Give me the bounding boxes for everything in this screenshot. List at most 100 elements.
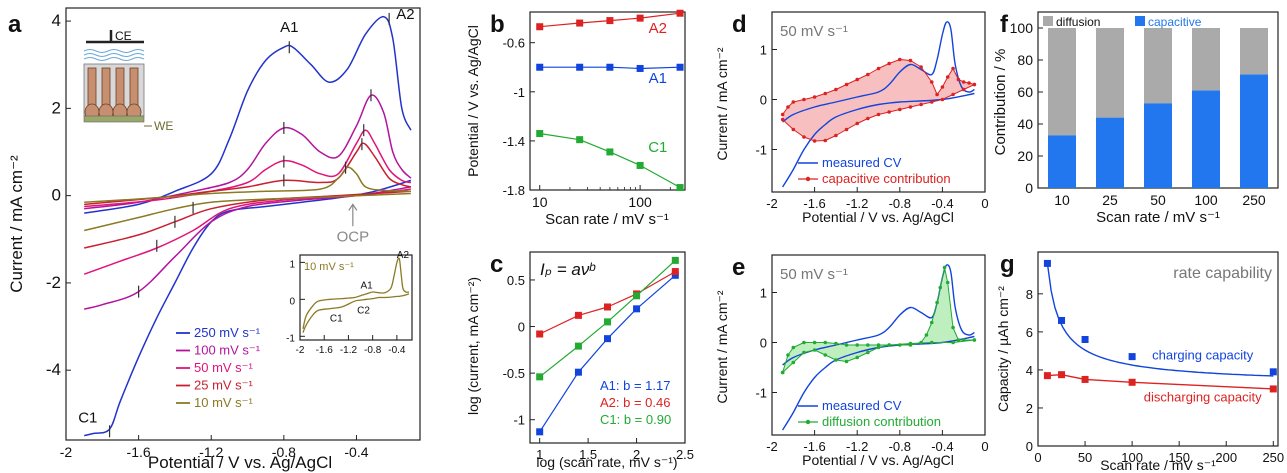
contribution-point [780, 370, 785, 375]
panel-e: -2 -1.6 -1.2 -0.8 -0.4 0 1 0 -1 50 mV s⁻¹ measured… [755, 254, 989, 454]
inset-title: 10 mV s⁻¹ [304, 261, 354, 273]
y-tick-label: 4 [52, 11, 61, 30]
contribution-point [812, 348, 817, 352]
contribution-point [942, 265, 947, 270]
ce-label: CE [115, 29, 132, 43]
legend-label: 250 mV s⁻¹ [194, 325, 261, 340]
series-label: charging capacity [1152, 347, 1254, 362]
ocp-arrow-head [348, 203, 358, 211]
point-discharging [1058, 371, 1066, 379]
legend-label: diffusion contribution [822, 414, 941, 429]
panel-a: -2 -1.6 -1.2 -0.8 -0.4 -4 -2 0 2 4 A1 A2 C1 OCP CE WE 25… [46, 6, 421, 460]
x-tick-label: -2 [60, 444, 73, 460]
point-discharging [1269, 385, 1277, 393]
contribution-point [802, 135, 806, 139]
point-C1 [536, 373, 544, 381]
x-tick-label: -0.4 [344, 444, 368, 460]
bar-diffusion [1144, 28, 1172, 104]
point-charging [1043, 259, 1051, 267]
contribution-point [823, 340, 828, 345]
point-A1 [576, 63, 584, 71]
contribution-point [834, 133, 838, 138]
x-tick-label: -1.6 [803, 439, 825, 454]
legend-label: 10 mV s⁻¹ [194, 395, 254, 410]
trend-discharging [1047, 374, 1274, 390]
panel-letter-a: a [8, 11, 22, 38]
contribution-point [844, 343, 849, 347]
contribution-area [782, 59, 975, 141]
annotation: A1 [280, 19, 298, 36]
x-tick-label: 2.5 [676, 447, 694, 462]
x-tick-label: -0.8 [272, 444, 296, 460]
x-tick-label: -1.2 [846, 439, 868, 454]
contribution-point [972, 338, 977, 342]
panel-letter-c: c [490, 251, 503, 278]
contribution-point [834, 358, 838, 362]
panel-f: 0 20 40 60 80 100 10 25 50 100 250 diffusion capacit… [1010, 11, 1279, 208]
x-tick-label: 150 [1168, 450, 1190, 465]
panel-title: rate capability [1173, 265, 1272, 282]
contribution-point [908, 341, 913, 346]
legend-label: capacitive contribution [822, 171, 951, 186]
y-tick-label: 0 [1025, 180, 1033, 196]
contribution-point [938, 285, 943, 290]
point-A2 [576, 19, 584, 27]
point-discharging [1043, 372, 1051, 380]
cell-schematic-icon: CE WE [83, 29, 173, 133]
inset-label: A1 [360, 280, 373, 291]
pore-wire [115, 67, 125, 109]
x-axis-label: Scan rate / mV s⁻¹ [1100, 457, 1216, 473]
panel-letter-g: g [1000, 251, 1015, 278]
y-tick-label: -1.4 [503, 134, 525, 149]
legend-label: 100 mV s⁻¹ [194, 343, 261, 358]
contribution-point [791, 127, 796, 132]
fit-equation: Iₚ = aνᵇ [540, 260, 596, 279]
trend-charging [1046, 263, 1274, 377]
measured-cv-cathodic [782, 92, 975, 188]
y-axis-label: Current / mA cm⁻² [7, 155, 26, 293]
contribution-point [876, 345, 881, 350]
x-tick-label: 0 [1034, 450, 1041, 465]
point-discharging [1128, 378, 1136, 386]
x-axis-label: Potential / V vs. Ag/AgCl [802, 452, 954, 468]
contribution-point [940, 97, 945, 102]
panel-a-inset: -2 -1.6 -1.2 -0.8 -0.4 -1 0 1 10 mV s⁻¹ A2 A1 C2 C1 [286, 250, 413, 356]
bar-capacitive [1048, 135, 1076, 188]
x-tick-label: -2 [296, 345, 305, 356]
cv-anodic-v10 [84, 166, 411, 203]
x-tick-label: 0 [981, 196, 988, 211]
point-C1 [574, 342, 582, 350]
y-tick-label: 0 [518, 320, 525, 335]
contribution-point [929, 80, 934, 84]
x-tick-label: -1.2 [199, 444, 223, 460]
x-tick-label: -1.2 [340, 345, 358, 356]
y-tick-label: 8 [1026, 287, 1033, 302]
contribution-point [919, 102, 923, 107]
contribution-point [780, 117, 785, 122]
contribution-point [844, 359, 849, 364]
x-tick-label: 0 [981, 439, 988, 454]
contribution-point [812, 139, 817, 143]
panel-b: 10 100 -0.6 -1 -1.4 -1.8 A2 A1 C1 [503, 9, 686, 210]
contribution-point [898, 57, 902, 62]
contribution-point [876, 343, 881, 347]
point-A1 [676, 63, 684, 71]
y-tick-label: 2 [52, 98, 61, 117]
contribution-point [898, 107, 902, 112]
point-charging [1058, 316, 1066, 324]
x-tick-label: 200 [1215, 450, 1237, 465]
we-label: WE [154, 119, 173, 133]
point-charging [1128, 353, 1136, 361]
contribution-point [844, 82, 849, 87]
legend-marker [805, 176, 811, 182]
point-C1 [636, 161, 644, 169]
contribution-point [791, 345, 796, 350]
y-tick-label: -1 [286, 333, 295, 344]
bar-diffusion [1048, 28, 1076, 136]
contribution-point [956, 338, 961, 342]
cv-cathodic-v25 [84, 190, 411, 249]
x-tick-label: 100 [628, 194, 652, 210]
point-A2 [574, 311, 582, 319]
contribution-point [919, 65, 923, 69]
